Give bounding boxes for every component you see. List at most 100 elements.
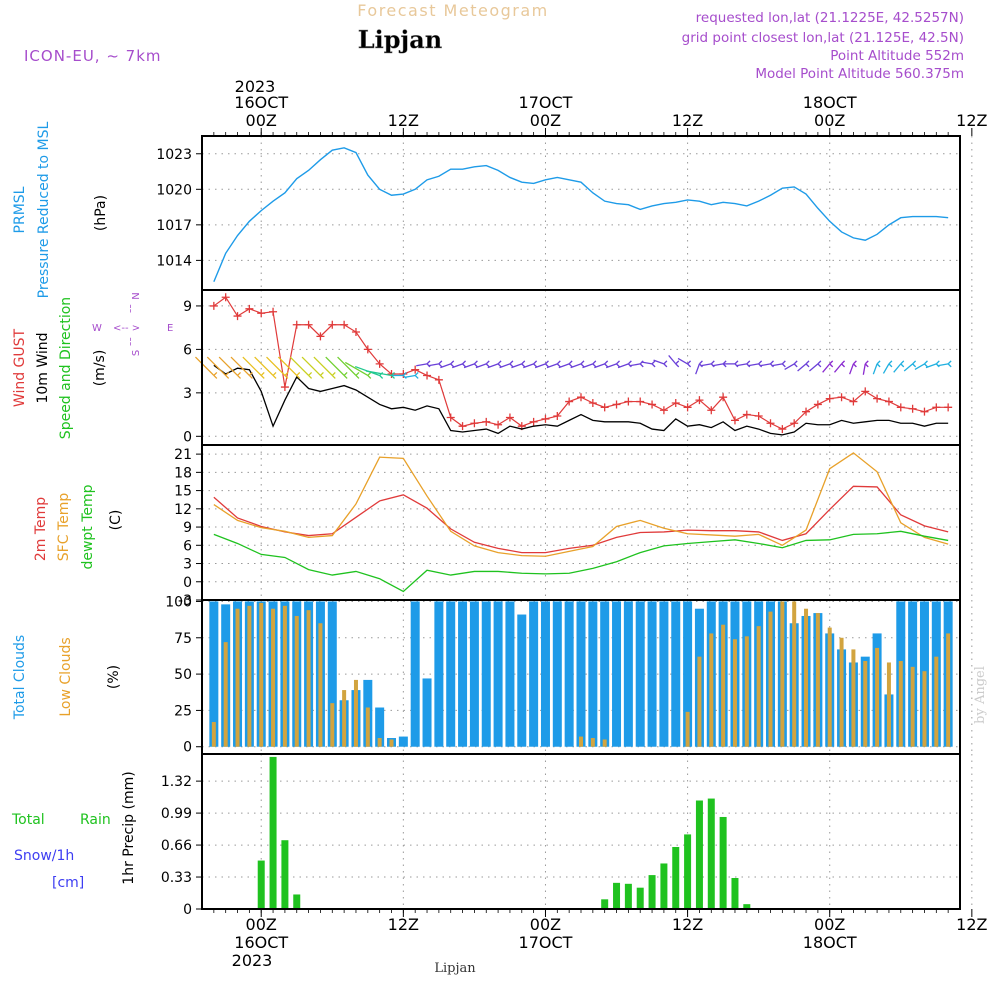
wind-arrow-head [438,360,443,368]
wind-arrow-head [343,372,348,379]
clouds-panel: 0 25 50 75 100 [165,594,973,756]
gust-marker [340,320,349,329]
model-point-altitude: Model Point Altitude 560.375m [755,66,964,82]
wind-arrow-head [473,360,478,368]
low-cloud-bar [863,661,868,747]
wind-direction-arrow [797,363,807,372]
wind-direction-arrow [313,356,333,376]
wind-direction-arrow [365,370,392,377]
wind-direction-arrow [937,363,949,367]
gust-marker [588,398,597,407]
y-tick-label: 18 [174,465,192,481]
gust-marker [292,320,301,329]
wind-direction-arrow [194,356,215,376]
wind-direction-arrow [289,356,310,376]
gust-marker [837,393,846,402]
rain-bar [257,860,265,909]
rain-bar [269,756,277,909]
wind-arrow-head [675,360,680,368]
wind-arrow-head [497,360,502,368]
wind-arrow-head [852,360,857,368]
bottom-axis-time: 12Z [672,915,703,934]
wind-arrow-head [331,372,336,379]
wind-arrow-head [947,360,952,368]
y-tick-label: 3 [183,557,192,573]
gust-marker [257,309,266,318]
gust-marker [884,397,893,406]
wind-direction-arrow [914,363,925,370]
gust-marker [434,375,443,384]
total-cloud-bar [635,601,645,747]
gust-marker [375,359,384,368]
low-cloud-bar [318,623,323,747]
wind-direction-arrow [344,361,369,377]
wind-direction-arrow [475,363,487,369]
y-tick-label: 75 [174,631,192,647]
rain-bar [281,840,289,909]
meteogram-title: Forecast Meteogram [357,1,548,20]
rain-bar [684,834,692,909]
gust-marker [470,419,479,428]
gust-marker [648,400,657,409]
gust-marker [304,320,313,329]
low-cloud-bar [259,602,264,747]
precip-snow-label: Snow/1h [14,848,74,864]
gust-marker [802,407,811,416]
wind-arrow-head [793,360,798,368]
y-tick-label: 1023 [156,147,192,163]
wind-arrow-head [604,360,609,368]
wind-arrow-head [592,360,597,368]
y-tick-label: 0.99 [161,806,192,822]
requested-coords: requested lon,lat (21.1225E, 42.5257N) [696,10,964,26]
rain-bar [707,798,715,909]
footer-location: Lipjan [434,961,476,976]
bottom-axis-time: 00Z [814,915,845,934]
y-tick-label: 3 [183,386,192,402]
low-cloud-bar [946,633,951,747]
rain-bar [624,883,632,909]
total-cloud-bar [493,601,503,747]
y-tick-label: 1014 [156,253,192,269]
wind-direction-arrow [759,363,771,367]
wind-direction-arrow [242,356,262,376]
total-cloud-bar [469,601,479,747]
wind-arrow-head [568,360,573,368]
y-tick-label: 12 [174,502,192,518]
total-cloud-bar [683,601,693,747]
total-cloud-bar [529,601,539,747]
gust-marker [730,416,739,425]
gust-marker [411,365,420,374]
wind-gust-label: Wind GUST [12,328,28,407]
rain-bar [601,899,609,909]
wind-direction-arrow [735,363,747,367]
wind-direction-arrow [416,363,428,367]
top-axis-time: 00Z [814,111,845,130]
wind-direction-arrow [695,363,701,375]
bottom-axis-date: 18OCT [803,933,857,952]
rain-bar [648,875,656,909]
temperature-panel: -3 0 3 6 9 12 15 18 21 [174,444,973,609]
y-tick-label: 1020 [156,182,192,198]
compass-w: W [92,323,102,334]
y-tick-label: 25 [174,703,192,719]
wind-direction-arrow [605,363,617,369]
wind-arrow-head [296,372,301,379]
wind-direction-arrow [301,356,321,376]
wind-direction-arrow [747,363,759,367]
low-cloud-bar [330,703,335,747]
wind-direction-arrow [617,363,629,369]
total-cloud-bar [552,601,562,747]
gust-marker [316,332,325,341]
wind-direction-arrow [872,363,878,375]
gust-marker [363,345,372,354]
total-cloud-bar [327,601,337,747]
total-cloud-bar [458,601,468,747]
gust-marker [659,406,668,415]
compass-dash-down: ¦ [129,337,132,347]
y-tick-label: 100 [165,594,192,610]
y-tick-label: -3 [178,593,192,609]
wind-arrow-head [272,372,277,379]
wind-panel: 0 3 6 9 [183,289,973,446]
total-cloud-bar [446,601,456,747]
